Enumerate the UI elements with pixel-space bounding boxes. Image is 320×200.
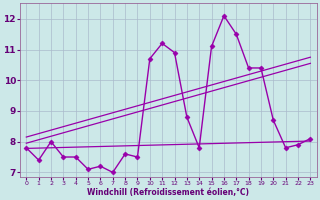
X-axis label: Windchill (Refroidissement éolien,°C): Windchill (Refroidissement éolien,°C) [87, 188, 249, 197]
